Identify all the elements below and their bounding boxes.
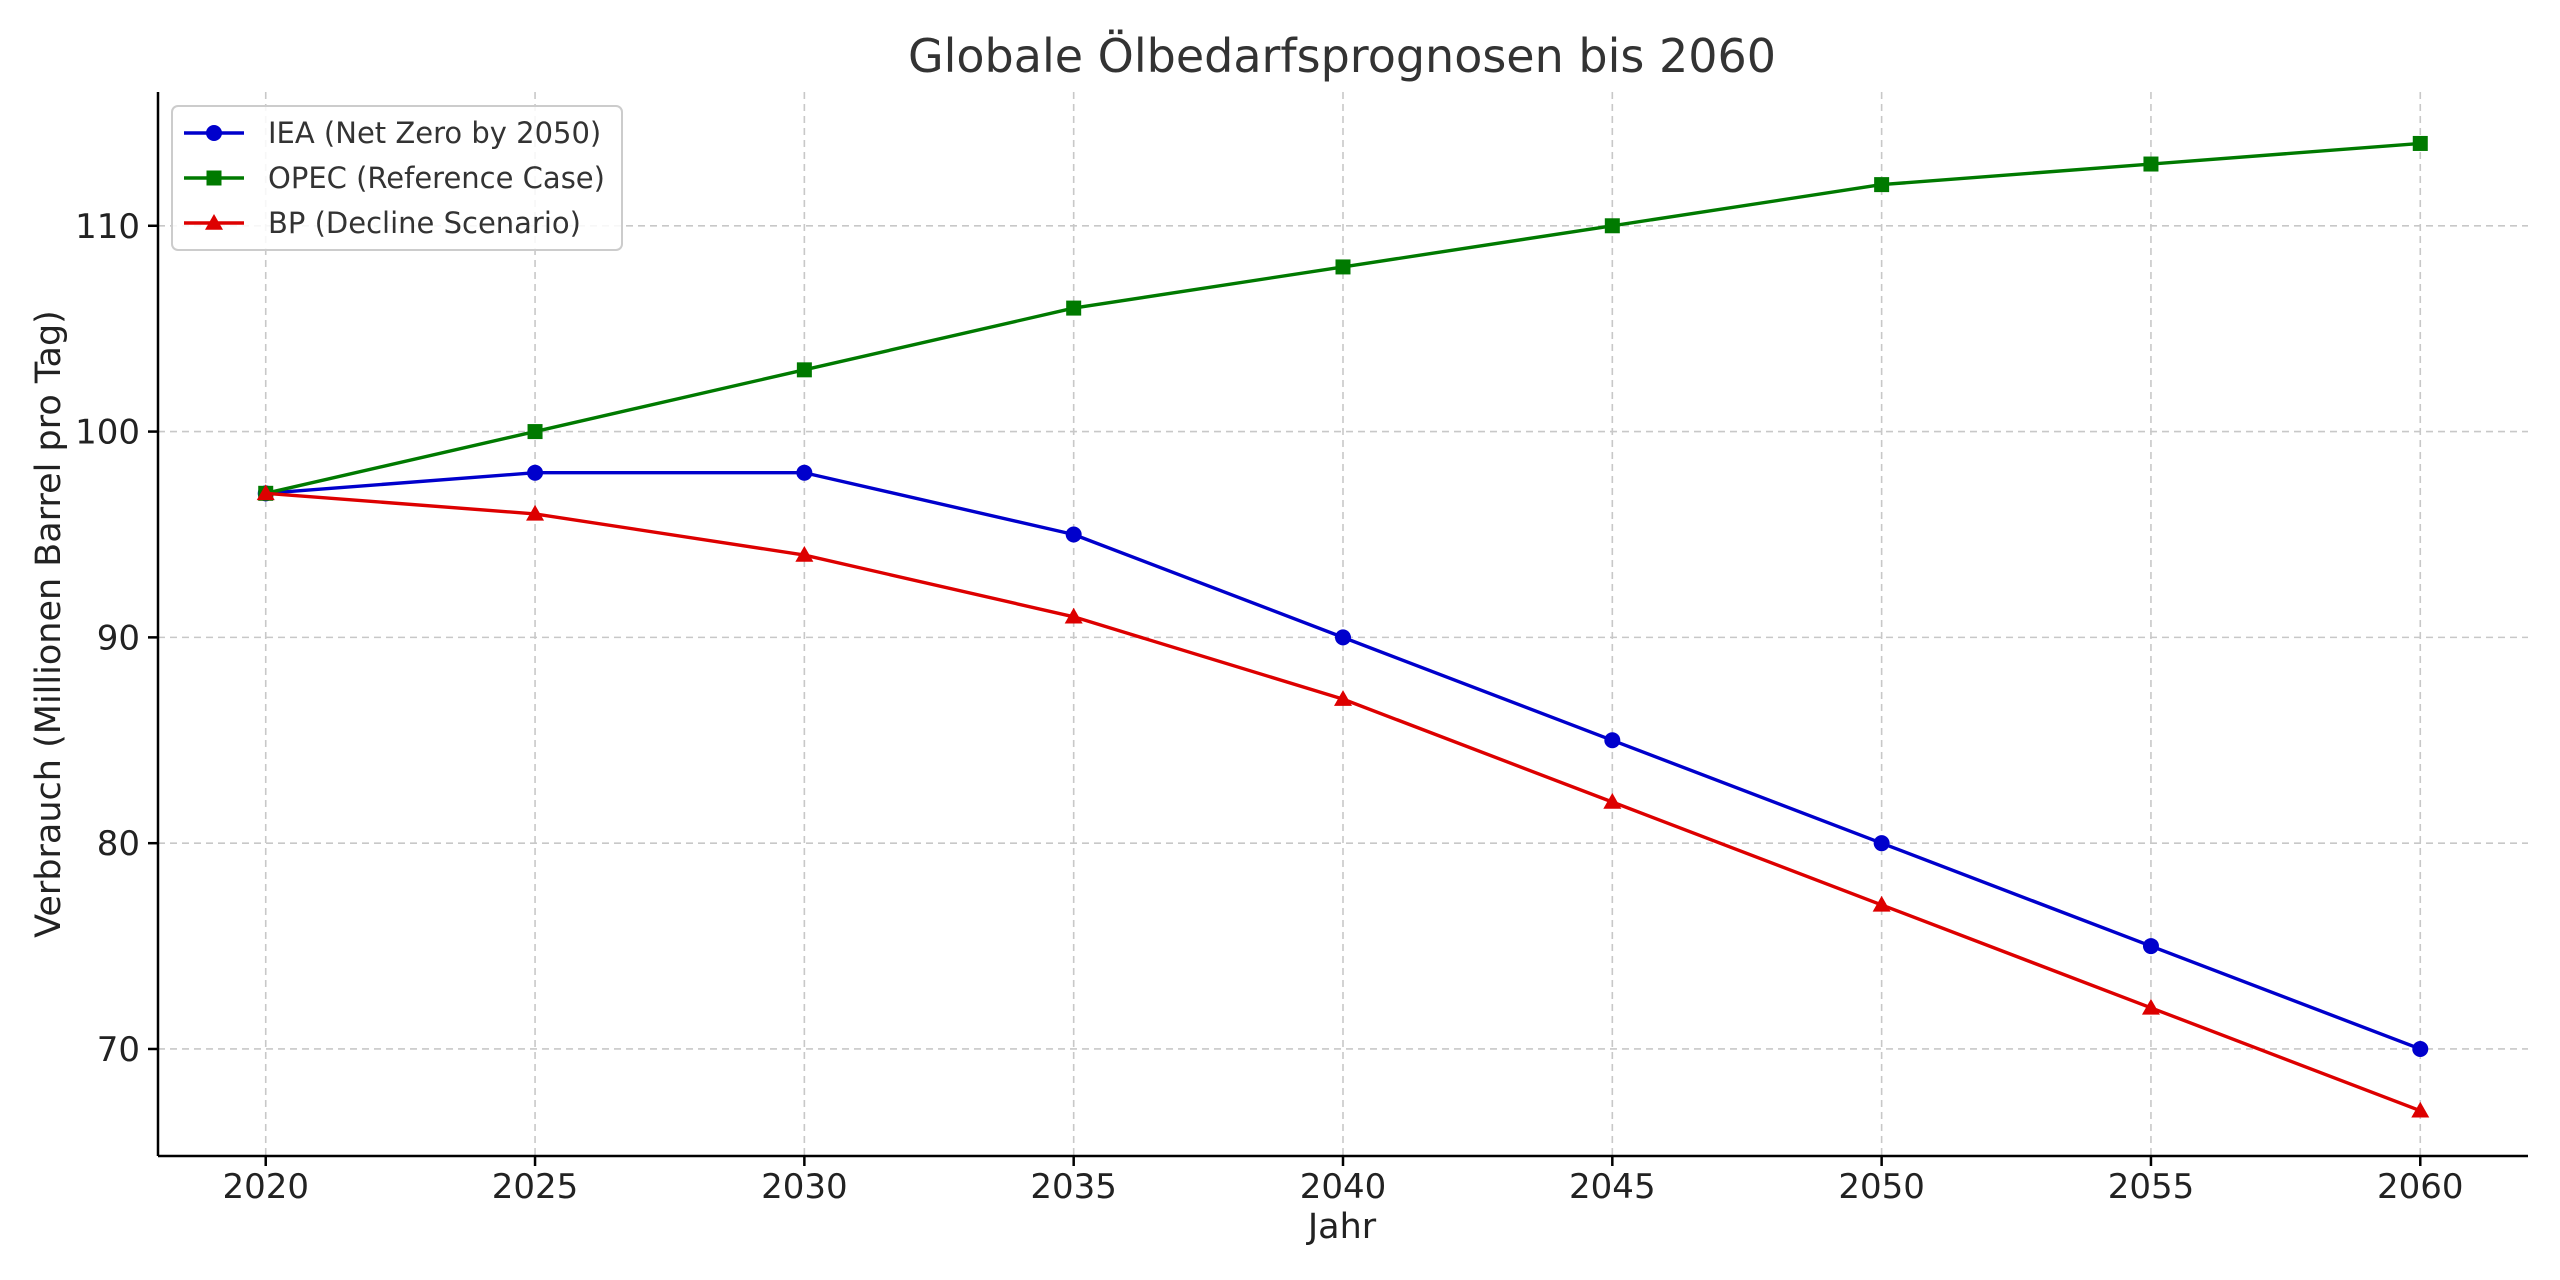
data-point — [1873, 835, 1890, 852]
x-tick-label: 2060 — [2377, 1167, 2464, 1207]
legend-marker — [206, 125, 222, 141]
grid — [158, 92, 2528, 1156]
data-point — [2142, 938, 2159, 955]
series-2 — [256, 484, 2430, 1118]
series — [256, 135, 2430, 1118]
data-point — [2412, 135, 2428, 151]
x-axis-label: Jahr — [1306, 1207, 1377, 1247]
y-tick-label: 100 — [75, 413, 140, 453]
y-tick-label: 70 — [97, 1030, 140, 1070]
data-point — [1603, 793, 1622, 809]
legend-entry: OPEC (Reference Case) — [184, 161, 605, 195]
x-tick-label: 2040 — [1300, 1167, 1387, 1207]
x-tick-label: 2035 — [1030, 1167, 1117, 1207]
data-point — [1874, 177, 1890, 193]
x-tick-label: 2025 — [492, 1167, 579, 1207]
data-point — [2143, 156, 2159, 172]
x-tick-label: 2045 — [1569, 1167, 1656, 1207]
legend-label: IEA (Net Zero by 2050) — [268, 116, 601, 150]
data-point — [1064, 607, 1083, 624]
x-ticks: 2020 2025 2030 2035 2040 2045 2050 2055 2060 — [222, 1156, 2464, 1207]
y-axis-label: Verbrauch (Millionen Barrel pro Tag) — [29, 310, 69, 938]
data-point — [2411, 1101, 2430, 1118]
x-tick-label: 2020 — [222, 1167, 309, 1207]
data-point — [256, 484, 275, 501]
data-point — [1335, 259, 1351, 275]
y-tick-label: 90 — [97, 618, 140, 658]
data-point — [796, 362, 812, 378]
data-point — [527, 424, 543, 440]
legend-entry: IEA (Net Zero by 2050) — [184, 116, 601, 150]
y-tick-label: 80 — [97, 824, 140, 864]
data-point — [1604, 218, 1620, 234]
data-point — [526, 504, 545, 521]
data-point — [796, 464, 813, 481]
x-tick-label: 2055 — [2108, 1167, 2195, 1207]
data-point — [1604, 732, 1621, 749]
data-point — [2412, 1040, 2429, 1057]
x-tick-label: 2030 — [761, 1167, 848, 1207]
legend-marker — [206, 170, 222, 186]
data-point — [1872, 895, 1891, 912]
y-ticks: 70 80 90 100 110 — [75, 207, 158, 1070]
data-point — [1066, 300, 1082, 316]
chart-title: Globale Ölbedarfsprognosen bis 2060 — [908, 29, 1776, 83]
data-point — [1065, 526, 1082, 543]
data-point — [527, 464, 544, 481]
legend: IEA (Net Zero by 2050) OPEC (Reference Ca… — [171, 105, 623, 251]
legend-marker — [205, 214, 223, 230]
legend-label: OPEC (Reference Case) — [268, 161, 605, 195]
data-point — [795, 546, 814, 562]
legend-label: BP (Decline Scenario) — [268, 206, 581, 240]
y-tick-label: 110 — [75, 207, 140, 247]
data-point — [1335, 629, 1351, 646]
x-tick-label: 2050 — [1838, 1167, 1925, 1207]
data-point — [2141, 998, 2160, 1015]
data-point — [1334, 690, 1352, 706]
legend-box — [171, 105, 623, 251]
legend-entry: BP (Decline Scenario) — [184, 206, 581, 240]
